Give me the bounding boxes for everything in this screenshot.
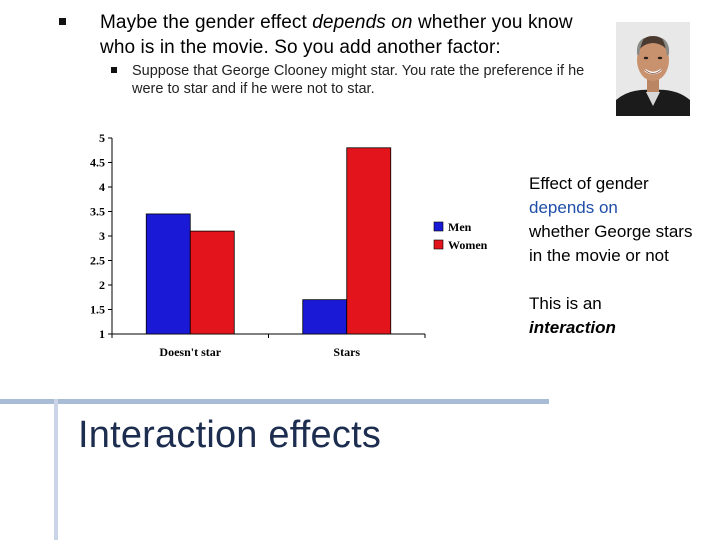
y-tick-label: 2 <box>99 278 105 292</box>
sub-bullet-text: Suppose that George Clooney might star. … <box>132 63 585 97</box>
legend-label-women: Women <box>448 238 488 252</box>
bar-men-1 <box>145 213 191 335</box>
main-bullet-text: Maybe the gender effect depends on wheth… <box>100 10 610 60</box>
side-note-2a: This is an <box>529 294 602 313</box>
main-bullet-part-a: Maybe the gender effect <box>100 12 313 33</box>
side-note-highlight: depends on <box>529 198 618 217</box>
sub-bullet-square-icon <box>111 67 117 73</box>
main-bullet-part-b: whether you know who is in the movie. So… <box>100 12 573 58</box>
title-divider-vertical <box>54 399 58 540</box>
bar-women-1 <box>189 230 235 335</box>
side-note-paragraph-1: Effect of gender depends on whether George… <box>529 172 709 268</box>
x-category-label: Stars <box>333 345 360 359</box>
chart-canvas: 1 1.5 2 2.5 3 3.5 4 4.5 5 Doesn't star Stars Men Wom… <box>90 131 488 359</box>
george-clooney-photo <box>616 22 690 116</box>
x-category-label: Doesn't star <box>159 345 221 359</box>
side-note: Effect of gender depends on whether George… <box>529 172 709 340</box>
y-tick-label: 2.5 <box>90 254 105 268</box>
title-divider-line <box>0 399 549 404</box>
main-bullet-emphasis: depends on <box>312 12 413 33</box>
y-tick-label: 1.5 <box>90 303 105 317</box>
y-tick-label: 1 <box>99 327 105 341</box>
bar-men-2 <box>302 299 348 335</box>
legend-label-men: Men <box>448 220 472 234</box>
side-note-rest: whether George stars in the movie or not <box>529 222 693 265</box>
bullet-square-icon <box>59 18 66 25</box>
y-tick-label: 4.5 <box>90 156 105 170</box>
y-tick-label: 3.5 <box>90 205 105 219</box>
bar-women-2 <box>346 147 392 335</box>
side-note-paragraph-2: This is an interaction <box>529 292 709 340</box>
bar-chart: 1 1.5 2 2.5 3 3.5 4 4.5 5 Doesn't star Stars Men Wom… <box>72 120 504 376</box>
legend-swatch-men <box>433 221 444 232</box>
legend-swatch-women <box>433 239 444 250</box>
y-tick-label: 4 <box>99 180 105 194</box>
y-tick-label: 5 <box>99 131 105 145</box>
slide-title: Interaction effects <box>78 414 382 456</box>
y-tick-label: 3 <box>99 229 105 243</box>
side-note-line1: Effect of gender <box>529 174 649 193</box>
side-note-2-emphasis: interaction <box>529 318 616 337</box>
